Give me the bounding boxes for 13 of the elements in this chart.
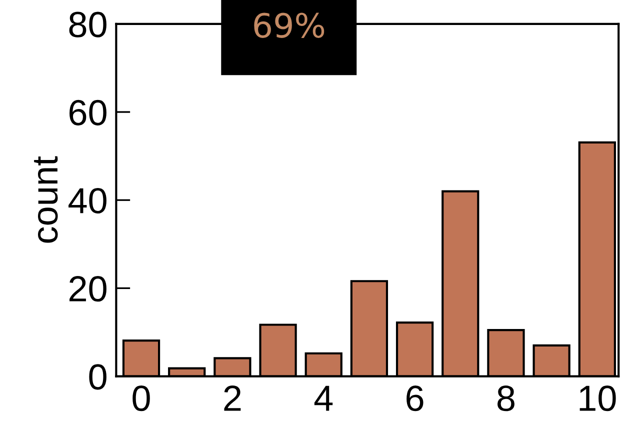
x-tick-label: 8 — [498, 386, 514, 412]
x-tick-label: 6 — [406, 386, 424, 412]
x-tick-label: 4 — [314, 386, 333, 411]
x-tick-label: 0 — [132, 386, 150, 412]
y-tick-label: 40 — [68, 188, 106, 214]
y-tick-label: 0 — [89, 364, 106, 390]
y-axis-title: count — [34, 156, 58, 243]
x-tick-label: 10 — [580, 386, 616, 412]
y-tick-label: 20 — [70, 276, 106, 302]
y-tick-label: 80 — [69, 12, 106, 38]
x-tick-label: 2 — [224, 386, 241, 411]
annotation: 69% — [254, 12, 324, 38]
y-tick-label: 60 — [70, 100, 106, 126]
